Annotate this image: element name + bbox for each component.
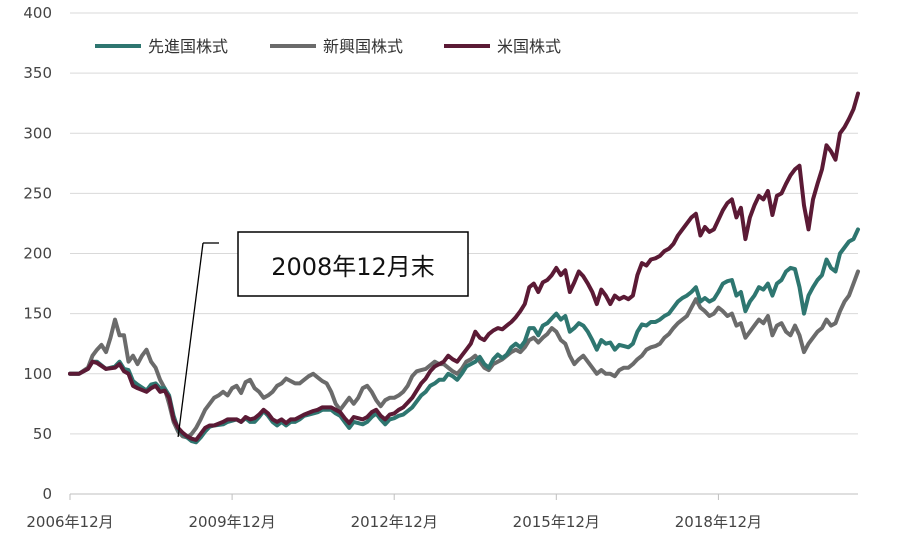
x-tick-label-2: 2012年12月	[351, 513, 438, 531]
series-line-us	[68, 91, 860, 442]
y-tick-label-250: 250	[23, 184, 52, 202]
y-tick-label-300: 300	[23, 124, 52, 142]
y-tick-label-200: 200	[23, 245, 52, 263]
annotation-callout: 2008年12月末	[177, 231, 469, 437]
callout-leader-diagonal	[177, 242, 204, 437]
x-tick-label-4: 2018年12月	[675, 513, 762, 531]
callout-text: 2008年12月末	[271, 253, 435, 281]
legend-label-developed: 先進国株式	[148, 37, 228, 56]
axes: 0 50 100 150 200 250 300 350 400 2006年12月 2009年12月…	[23, 4, 858, 531]
x-tick-label-3: 2015年12月	[513, 513, 600, 531]
legend-label-emerging: 新興国株式	[323, 37, 403, 56]
y-tick-label-150: 150	[23, 305, 52, 323]
y-tick-label-0: 0	[42, 485, 52, 503]
legend: 先進国株式 新興国株式 米国株式	[95, 37, 561, 56]
series-lines	[68, 91, 860, 445]
y-tick-label-350: 350	[23, 64, 52, 82]
series-line-emerging	[68, 269, 860, 440]
callout-box	[237, 231, 469, 297]
x-tick-label-0: 2006年12月	[26, 513, 113, 531]
y-tick-label-50: 50	[33, 425, 52, 443]
y-tick-label-400: 400	[23, 4, 52, 22]
y-tick-label-100: 100	[23, 365, 52, 383]
legend-label-us: 米国株式	[497, 37, 561, 56]
x-tick-label-1: 2009年12月	[188, 513, 275, 531]
